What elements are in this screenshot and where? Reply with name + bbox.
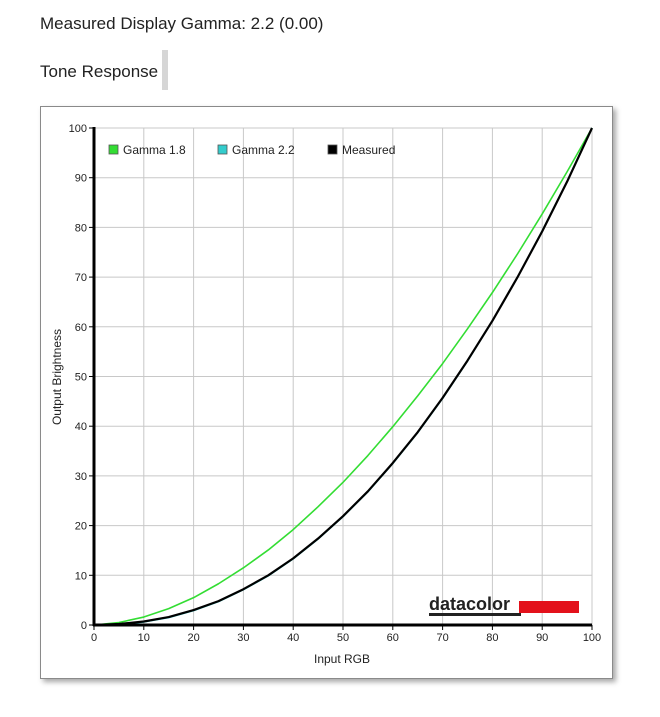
x-tick-label: 100 bbox=[583, 632, 601, 644]
legend-label-gamma-1-8: Gamma 1.8 bbox=[123, 143, 186, 157]
section-header: Tone Response bbox=[40, 50, 168, 90]
x-tick-label: 0 bbox=[91, 632, 97, 644]
legend-swatch-measured bbox=[327, 144, 338, 155]
x-tick-label: 60 bbox=[387, 632, 399, 644]
section-label: Tone Response bbox=[40, 62, 159, 81]
y-tick-label: 10 bbox=[75, 570, 87, 582]
series-line-gamma-1-8 bbox=[93, 127, 593, 626]
x-tick-label: 90 bbox=[536, 632, 548, 644]
x-tick-label: 40 bbox=[287, 632, 299, 644]
x-tick-label: 10 bbox=[138, 632, 150, 644]
datacolor-logo: datacolor bbox=[429, 594, 579, 616]
legend-swatch-gamma-1-8 bbox=[108, 144, 119, 155]
x-tick-label: 20 bbox=[187, 632, 199, 644]
y-tick-label: 90 bbox=[75, 173, 87, 185]
x-axis-title: Input RGB bbox=[314, 652, 370, 666]
tone-response-chart: 0 10 20 30 40 50 60 70 80 90 100 0 10 20 30 40 50 60 70 80 9… bbox=[50, 123, 602, 666]
y-tick-label: 100 bbox=[69, 123, 87, 135]
y-tick-label: 50 bbox=[75, 372, 87, 384]
chart-ticks: 0 10 20 30 40 50 60 70 80 90 100 0 10 20 30 40 50 60 70 80 9… bbox=[69, 123, 602, 644]
logo-red-block bbox=[519, 601, 579, 613]
y-tick-label: 80 bbox=[75, 222, 87, 234]
legend-swatch-gamma-2-2 bbox=[217, 144, 228, 155]
x-tick-label: 70 bbox=[436, 632, 448, 644]
x-tick-label: 50 bbox=[337, 632, 349, 644]
y-tick-label: 30 bbox=[75, 471, 87, 483]
y-tick-label: 70 bbox=[75, 272, 87, 284]
x-tick-label: 30 bbox=[237, 632, 249, 644]
y-tick-label: 60 bbox=[75, 322, 87, 334]
series-line-measured bbox=[93, 127, 593, 627]
logo-text: datacolor bbox=[429, 594, 510, 614]
y-tick-label: 20 bbox=[75, 521, 87, 533]
y-tick-label: 0 bbox=[81, 620, 87, 632]
chart-legend: Gamma 1.8 Gamma 2.2 Measured bbox=[108, 143, 395, 157]
y-tick-label: 40 bbox=[75, 421, 87, 433]
page-title: Measured Display Gamma: 2.2 (0.00) bbox=[40, 14, 324, 33]
chart-grid bbox=[94, 127, 593, 625]
chart-series bbox=[93, 127, 593, 627]
legend-label-measured: Measured bbox=[342, 143, 395, 157]
chart-frame: 0 10 20 30 40 50 60 70 80 90 100 0 10 20 30 40 50 60 70 80 9… bbox=[40, 106, 613, 679]
logo-bar bbox=[429, 613, 521, 616]
x-tick-label: 80 bbox=[486, 632, 498, 644]
y-axis-title: Output Brightness bbox=[50, 329, 64, 425]
legend-label-gamma-2-2: Gamma 2.2 bbox=[232, 143, 295, 157]
